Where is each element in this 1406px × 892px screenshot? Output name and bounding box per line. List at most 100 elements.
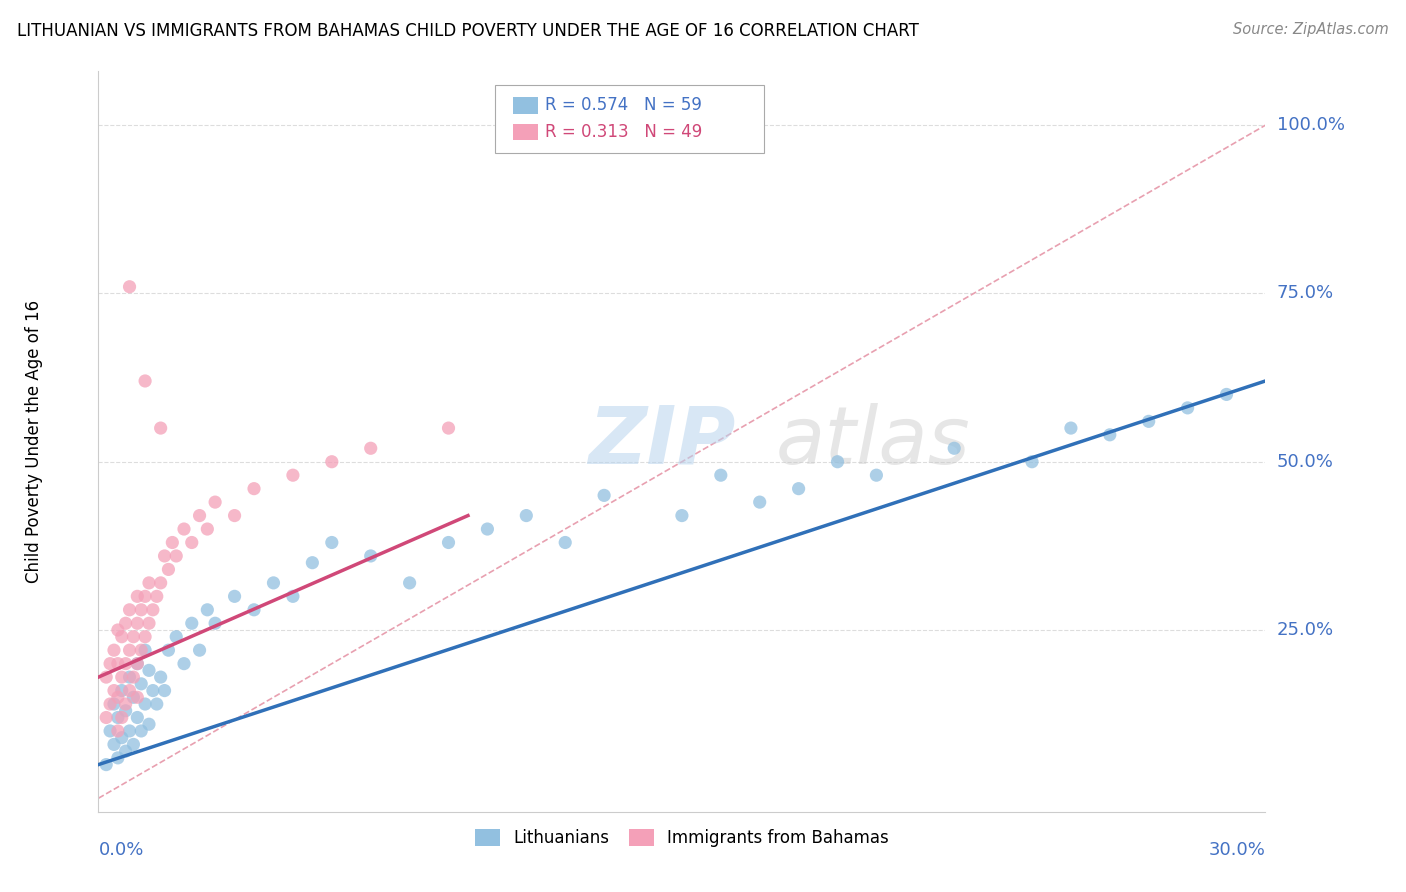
Point [165,549,187,563]
Point [149,421,172,435]
Point [173,522,195,536]
Point [398,575,420,590]
Point [142,683,165,698]
Text: Child Poverty Under the Age of 16: Child Poverty Under the Age of 16 [25,300,44,583]
Point [118,603,141,617]
Point [134,643,156,657]
Point [129,723,152,738]
Text: ZIP: ZIP [589,402,735,481]
Point [301,556,323,570]
Point [114,657,136,671]
Point [153,683,176,698]
Point [224,590,246,604]
Point [437,421,460,435]
Point [127,710,149,724]
Text: 75.0%: 75.0% [1277,285,1334,302]
Point [554,535,576,549]
Point [281,468,304,483]
Point [134,590,156,604]
Point [114,616,136,631]
Point [122,738,145,752]
Point [360,442,382,456]
Point [515,508,537,523]
Point [107,710,129,724]
Point [98,723,121,738]
Point [243,603,266,617]
Point [188,508,211,523]
Point [262,575,284,590]
Point [111,710,134,724]
Point [118,279,141,293]
FancyBboxPatch shape [513,97,538,113]
Point [96,670,118,684]
Point [157,562,180,576]
Point [107,690,129,705]
Point [710,468,733,483]
Point [321,535,343,549]
Point [153,549,176,563]
Point [98,657,121,671]
FancyBboxPatch shape [513,124,538,140]
Point [103,683,125,698]
Point [138,575,160,590]
Point [103,643,125,657]
Text: 0.0%: 0.0% [98,841,143,859]
Point [127,657,149,671]
Point [142,603,165,617]
Point [195,522,218,536]
Text: 30.0%: 30.0% [1209,841,1265,859]
Point [593,488,616,502]
Point [1098,427,1121,442]
Text: 100.0%: 100.0% [1277,116,1344,134]
Text: 50.0%: 50.0% [1277,453,1333,471]
Point [149,575,172,590]
Point [477,522,499,536]
Point [118,683,141,698]
Point [146,590,169,604]
Text: LITHUANIAN VS IMMIGRANTS FROM BAHAMAS CHILD POVERTY UNDER THE AGE OF 16 CORRELAT: LITHUANIAN VS IMMIGRANTS FROM BAHAMAS CH… [17,22,918,40]
Text: 25.0%: 25.0% [1277,621,1334,639]
Point [129,603,152,617]
Point [96,710,118,724]
Point [122,670,145,684]
Point [1060,421,1083,435]
Point [114,704,136,718]
Point [103,738,125,752]
Point [865,468,887,483]
Point [98,697,121,711]
Text: atlas: atlas [775,402,970,481]
Point [127,616,149,631]
Point [96,757,118,772]
Point [134,374,156,388]
Point [1137,414,1160,428]
Point [129,643,152,657]
Point [114,697,136,711]
Point [107,751,129,765]
Point [321,455,343,469]
Point [138,717,160,731]
Point [827,455,849,469]
Text: R = 0.574   N = 59: R = 0.574 N = 59 [546,96,702,114]
Point [118,723,141,738]
Point [107,623,129,637]
Point [1021,455,1043,469]
Point [173,657,195,671]
Point [180,616,202,631]
Point [165,630,187,644]
Point [671,508,693,523]
Point [107,657,129,671]
Point [157,643,180,657]
Point [111,630,134,644]
Point [204,495,226,509]
Point [127,590,149,604]
Point [129,677,152,691]
Point [118,643,141,657]
Point [146,697,169,711]
Point [1177,401,1199,415]
Point [111,731,134,745]
FancyBboxPatch shape [495,85,763,153]
Point [162,535,184,549]
Point [149,670,172,684]
Point [122,630,145,644]
Point [111,670,134,684]
